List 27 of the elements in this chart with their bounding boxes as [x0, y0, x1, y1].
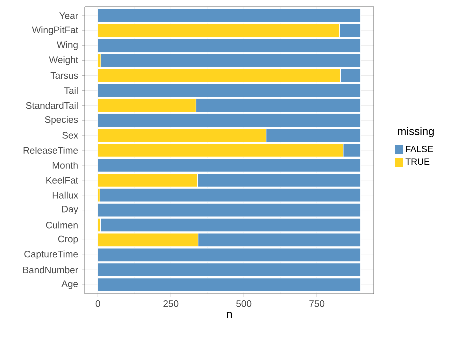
- y-tick-label: CaptureTime: [24, 250, 78, 260]
- y-tick-label: StandardTail: [26, 102, 78, 110]
- x-tick-label: 0: [96, 300, 100, 308]
- y-tick-label: Weight: [49, 56, 78, 66]
- y-tick-label: BandNumber: [24, 266, 78, 274]
- x-tick-label: 250: [164, 300, 179, 308]
- y-tick-label: Tarsus: [50, 72, 78, 80]
- legend-label: FALSE: [406, 146, 434, 152]
- x-axis-title: n: [226, 312, 232, 318]
- y-tick-label: ReleaseTime: [24, 147, 78, 154]
- y-tick-label: Age: [62, 280, 78, 290]
- y-tick-label: Day: [62, 206, 78, 215]
- y-tick-label: Crop: [58, 236, 78, 244]
- x-tick-label: 750: [310, 300, 325, 308]
- y-tick-label: Sex: [62, 132, 78, 139]
- legend-label: TRUE: [406, 158, 430, 166]
- y-tick-label: Year: [60, 12, 78, 20]
- y-tick-label: Species: [45, 116, 78, 126]
- legend-title: missing: [398, 127, 434, 138]
- x-tick-label: 500: [236, 300, 252, 308]
- y-tick-label: Month: [52, 162, 78, 169]
- y-tick-label: KeelFat: [46, 176, 78, 184]
- y-tick-label: Tail: [64, 87, 78, 94]
- y-tick-label: WingPitFat: [32, 26, 78, 36]
- y-tick-label: Wing: [56, 41, 78, 50]
- y-tick-label: Culmen: [46, 222, 78, 229]
- y-tick-label: Hallux: [52, 192, 78, 199]
